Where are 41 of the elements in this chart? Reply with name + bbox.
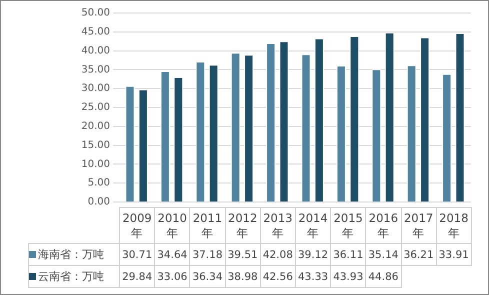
data-label: 43.93 bbox=[330, 266, 366, 288]
x-tick-label: 2011年 bbox=[190, 208, 226, 244]
y-tick-label: 50.00 bbox=[81, 8, 110, 19]
data-label: 29.84 bbox=[120, 266, 155, 288]
data-label: 38.98 bbox=[225, 266, 260, 288]
y-tick-label: 20.00 bbox=[81, 120, 110, 132]
y-tick-label: 10.00 bbox=[81, 158, 110, 170]
data-label: 42.56 bbox=[260, 266, 296, 288]
legend-label: 海南省：万吨 bbox=[38, 248, 104, 261]
x-tick-label: 2014年 bbox=[295, 208, 331, 244]
x-tick-label: 2018年 bbox=[436, 208, 472, 244]
x-tick-label: 2013年 bbox=[260, 208, 296, 244]
y-tick-label: 35.00 bbox=[81, 64, 110, 76]
data-label: 33.06 bbox=[154, 266, 190, 288]
x-tick-label: 2016年 bbox=[366, 208, 401, 244]
data-label: 42.08 bbox=[260, 244, 296, 266]
x-tick-label: 2015年 bbox=[330, 208, 366, 244]
data-label: 43.33 bbox=[295, 266, 331, 288]
y-tick-label: 30.00 bbox=[81, 83, 110, 94]
y-tick-label: 15.00 bbox=[81, 140, 110, 151]
data-label: 39.12 bbox=[295, 244, 331, 266]
data-label: 34.64 bbox=[154, 244, 190, 266]
data-label: 36.21 bbox=[401, 244, 436, 266]
y-tick-label: 40.00 bbox=[81, 45, 110, 56]
y-tick-label: 0.00 bbox=[88, 196, 110, 208]
y-tick-label: 5.00 bbox=[88, 178, 110, 189]
data-label: 44.86 bbox=[366, 266, 401, 288]
data-label: 30.71 bbox=[120, 244, 155, 266]
data-label: 37.18 bbox=[190, 244, 226, 266]
x-tick-label: 2012年 bbox=[225, 208, 260, 244]
data-label: 36.11 bbox=[330, 244, 366, 266]
data-label: 36.34 bbox=[190, 266, 226, 288]
data-label: 39.51 bbox=[225, 244, 260, 266]
x-tick-label: 2017年 bbox=[401, 208, 436, 244]
x-tick-label: 2009年 bbox=[120, 208, 155, 244]
x-tick-label: 2010年 bbox=[154, 208, 190, 244]
data-label: 35.14 bbox=[366, 244, 401, 266]
y-tick-label: 45.00 bbox=[81, 26, 110, 38]
legend-label: 云南省：万吨 bbox=[38, 270, 104, 283]
y-tick-label: 25.00 bbox=[81, 102, 110, 114]
data-label: 33.91 bbox=[436, 244, 472, 266]
